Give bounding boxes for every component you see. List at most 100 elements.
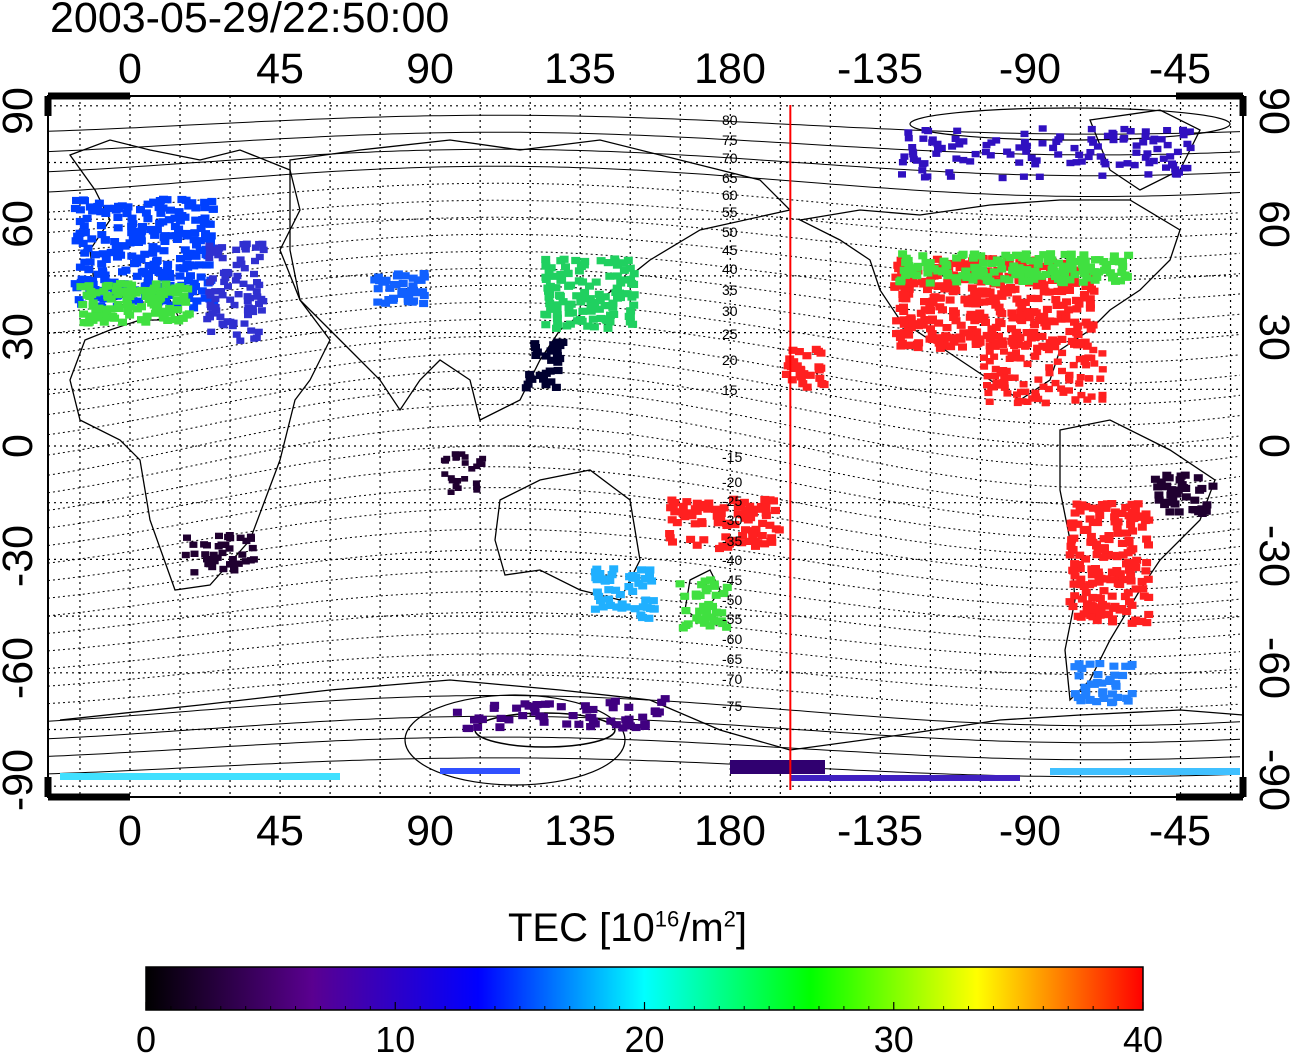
tec-cell — [160, 234, 170, 242]
tec-cell — [114, 245, 124, 253]
tec-cell — [208, 275, 217, 282]
tec-cell — [556, 257, 566, 265]
tec-cell — [982, 141, 991, 149]
magnetic-pole-contour — [404, 694, 626, 786]
tec-cell — [690, 520, 700, 528]
tec-cell — [1038, 125, 1047, 132]
tec-cell — [185, 261, 195, 269]
tec-cell — [594, 592, 604, 600]
tec-cell — [389, 294, 398, 302]
tec-cell — [137, 316, 146, 324]
tec-cell — [549, 341, 559, 349]
tec-cell — [1141, 133, 1150, 140]
tec-cell — [1038, 140, 1047, 147]
tec-cell — [562, 720, 572, 728]
tec-cell — [605, 699, 615, 707]
tec-cell — [1026, 294, 1036, 302]
tec-cell — [1082, 600, 1092, 608]
tec-cell — [186, 272, 195, 280]
tec-cell — [996, 259, 1006, 267]
colorbar-tick-label: 10 — [375, 1019, 415, 1057]
tec-cell — [647, 577, 657, 585]
tec-cell — [232, 246, 241, 253]
tec-cell — [247, 327, 256, 334]
tec-cell — [170, 214, 180, 222]
tec-cell — [729, 536, 739, 544]
tec-cell — [1123, 589, 1133, 597]
tec-cell — [1116, 277, 1125, 285]
tec-cell — [384, 296, 394, 304]
tec-cell — [932, 150, 941, 157]
tec-cell — [791, 364, 800, 372]
tec-cell — [116, 251, 126, 259]
magnetic-latitude-label: -25 — [722, 493, 742, 509]
tec-cell — [602, 317, 612, 325]
tec-cell — [1030, 320, 1040, 329]
tec-cell — [1029, 275, 1039, 283]
tec-cell — [192, 297, 202, 305]
tec-cell — [919, 135, 928, 142]
tec-cell — [1080, 270, 1090, 278]
tec-cell — [241, 243, 250, 251]
tec-cell — [1108, 618, 1118, 626]
tec-cell — [1121, 662, 1131, 670]
tec-cell — [975, 315, 985, 323]
tec-cell — [1120, 592, 1130, 601]
tec-cell — [1071, 396, 1080, 403]
tec-cell — [1058, 367, 1066, 375]
tec-cell — [909, 151, 918, 158]
tec-cell — [565, 320, 575, 328]
tec-cell — [181, 551, 190, 559]
tec-cell — [1163, 141, 1172, 149]
tec-cell — [88, 207, 98, 215]
tec-cell — [1117, 509, 1127, 517]
tec-cell — [1087, 125, 1096, 133]
tec-cell — [175, 264, 185, 272]
tec-cell — [704, 613, 714, 621]
tec-cell — [1020, 138, 1029, 146]
tec-cell — [918, 252, 928, 260]
tec-cell — [218, 549, 227, 557]
tec-cell — [913, 157, 922, 164]
tec-cell — [628, 587, 638, 595]
tec-cell — [113, 300, 123, 309]
tec-cell — [1150, 475, 1160, 483]
tec-cell — [908, 277, 917, 285]
colorbar-tick-label: 20 — [624, 1019, 664, 1057]
tec-cell — [180, 213, 190, 221]
tec-cell — [693, 503, 703, 511]
tec-cell — [151, 280, 161, 288]
tec-cell — [74, 296, 84, 304]
tec-cell — [1090, 606, 1100, 614]
tec-cell — [549, 272, 559, 280]
tec-cell — [719, 589, 729, 598]
tec-cell — [1017, 304, 1027, 312]
tec-cell — [150, 231, 160, 239]
tec-cell — [1096, 375, 1105, 382]
tec-cell — [606, 311, 615, 319]
tec-cell — [142, 312, 152, 320]
tec-cell — [174, 208, 184, 216]
tec-cell — [1066, 519, 1076, 527]
magnetic-latitude-label: 15 — [722, 382, 738, 398]
tec-cell — [741, 526, 750, 534]
tec-cell — [546, 347, 556, 355]
tec-cell — [520, 700, 530, 708]
tec-cell — [1073, 322, 1083, 330]
tec-cell — [787, 376, 797, 384]
tec-cell — [1131, 585, 1141, 593]
tec-band — [60, 773, 340, 780]
tec-cell — [418, 288, 428, 296]
tec-cell — [975, 338, 985, 346]
tec-cell — [928, 139, 937, 146]
tec-cell — [1033, 260, 1043, 268]
tec-cell — [1143, 150, 1152, 157]
tec-cell — [988, 294, 998, 302]
tec-cell — [1089, 268, 1099, 276]
tec-cell — [606, 717, 616, 725]
tec-cell — [645, 566, 655, 574]
tec-cell — [1088, 518, 1098, 526]
magnetic-latitude-contour — [47, 403, 1241, 489]
tec-cell — [99, 318, 109, 326]
tec-cell — [721, 533, 731, 541]
